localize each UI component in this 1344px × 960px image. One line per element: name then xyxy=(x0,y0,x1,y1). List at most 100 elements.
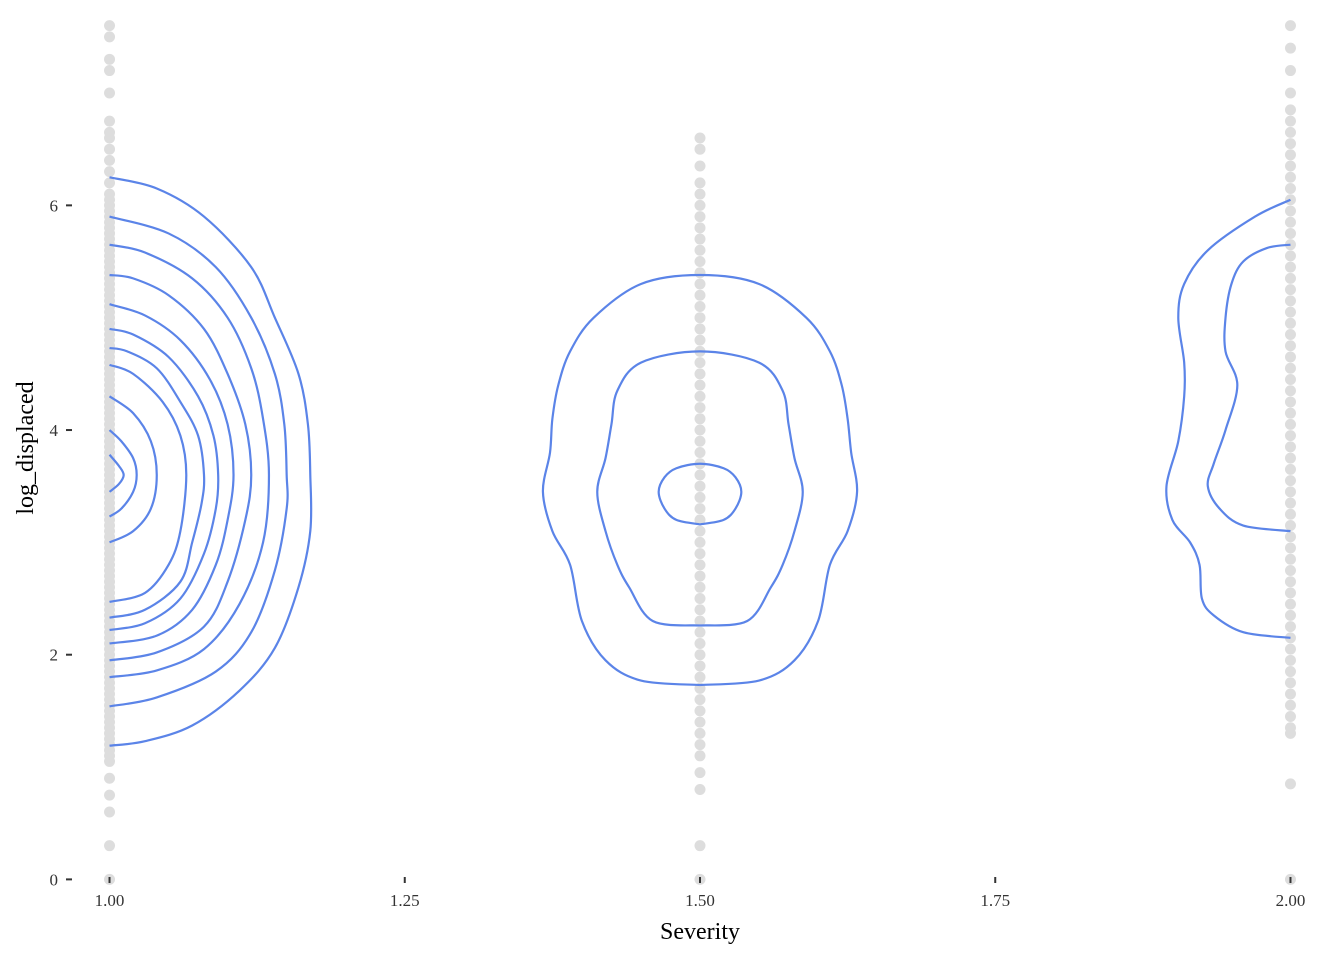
data-point xyxy=(694,177,706,189)
contour-line xyxy=(108,395,158,544)
contour-line xyxy=(657,462,743,526)
data-point xyxy=(1284,553,1296,565)
data-point xyxy=(694,132,706,144)
data-point xyxy=(1284,284,1296,296)
data-point xyxy=(1284,65,1296,77)
data-point xyxy=(104,65,116,77)
data-point xyxy=(1284,160,1296,172)
data-point xyxy=(694,784,706,796)
x-axis-title: Severity xyxy=(660,919,740,945)
contour-line xyxy=(109,215,289,708)
data-point xyxy=(1284,87,1296,99)
data-point xyxy=(104,166,116,178)
x-tick-label: 1.50 xyxy=(685,891,715,910)
data-point xyxy=(694,626,706,638)
data-point xyxy=(694,637,706,649)
data-point xyxy=(694,435,706,447)
x-axis: 1.00 1.25 1.50 1.75 2.00 xyxy=(95,877,1305,910)
data-point xyxy=(1284,126,1296,138)
data-point xyxy=(694,323,706,335)
data-point xyxy=(694,424,706,436)
data-point xyxy=(1284,104,1296,116)
y-axis-title: log_displaced xyxy=(13,381,39,514)
data-point xyxy=(694,143,706,155)
data-point xyxy=(694,559,706,571)
data-point xyxy=(694,334,706,346)
data-point xyxy=(1284,778,1296,790)
contour-line xyxy=(108,454,125,493)
data-point xyxy=(1284,531,1296,543)
data-point xyxy=(1284,508,1296,520)
data-point xyxy=(1284,699,1296,711)
contour-line xyxy=(109,346,206,619)
contour-line xyxy=(109,327,220,632)
contour-line xyxy=(109,303,235,645)
data-point xyxy=(694,514,706,526)
data-point xyxy=(694,267,706,279)
data-point xyxy=(1284,295,1296,307)
data-point xyxy=(694,289,706,301)
data-point xyxy=(694,188,706,200)
data-point xyxy=(1284,362,1296,374)
data-point xyxy=(1284,688,1296,700)
data-point xyxy=(1284,351,1296,363)
data-point xyxy=(694,278,706,290)
data-point xyxy=(694,413,706,425)
y-tick-label: 4 xyxy=(50,421,59,440)
data-point xyxy=(1284,609,1296,621)
contour-line xyxy=(1206,243,1291,533)
data-point xyxy=(694,211,706,223)
contour-line xyxy=(109,363,188,603)
data-point xyxy=(694,570,706,582)
data-point xyxy=(694,727,706,739)
data-point xyxy=(1284,486,1296,498)
data-point xyxy=(1284,666,1296,678)
data-point xyxy=(104,772,116,784)
data-point xyxy=(694,548,706,560)
data-point xyxy=(694,160,706,172)
data-point xyxy=(694,469,706,481)
data-point xyxy=(1284,407,1296,419)
data-point xyxy=(1284,463,1296,475)
data-point xyxy=(1284,340,1296,352)
data-point xyxy=(1284,329,1296,341)
data-point xyxy=(1284,227,1296,239)
data-point xyxy=(694,694,706,706)
data-point xyxy=(694,767,706,779)
data-point xyxy=(1284,261,1296,273)
data-point xyxy=(1284,272,1296,284)
data-point xyxy=(694,750,706,762)
x-tick-label: 1.75 xyxy=(980,891,1010,910)
data-point xyxy=(1284,576,1296,588)
data-point xyxy=(104,126,116,138)
data-point xyxy=(1284,317,1296,329)
data-point xyxy=(694,390,706,402)
data-point xyxy=(694,480,706,492)
data-point xyxy=(104,143,116,155)
data-point xyxy=(694,256,706,268)
data-point xyxy=(694,615,706,627)
data-point xyxy=(1284,396,1296,408)
data-point xyxy=(694,199,706,211)
data-point xyxy=(1284,418,1296,430)
data-point xyxy=(694,379,706,391)
data-point xyxy=(1284,138,1296,150)
data-point xyxy=(694,739,706,751)
data-point xyxy=(694,491,706,503)
data-points xyxy=(104,20,1296,885)
data-point xyxy=(1284,475,1296,487)
data-point xyxy=(694,649,706,661)
data-point xyxy=(104,188,116,200)
data-point xyxy=(694,368,706,380)
data-point xyxy=(694,312,706,324)
data-point xyxy=(104,115,116,127)
data-point xyxy=(694,581,706,593)
data-point xyxy=(1284,149,1296,161)
contour-line xyxy=(1165,198,1291,639)
data-point xyxy=(1284,677,1296,689)
data-point xyxy=(1284,205,1296,217)
data-point xyxy=(1284,385,1296,397)
data-point xyxy=(1284,115,1296,127)
contour-line xyxy=(109,176,313,747)
